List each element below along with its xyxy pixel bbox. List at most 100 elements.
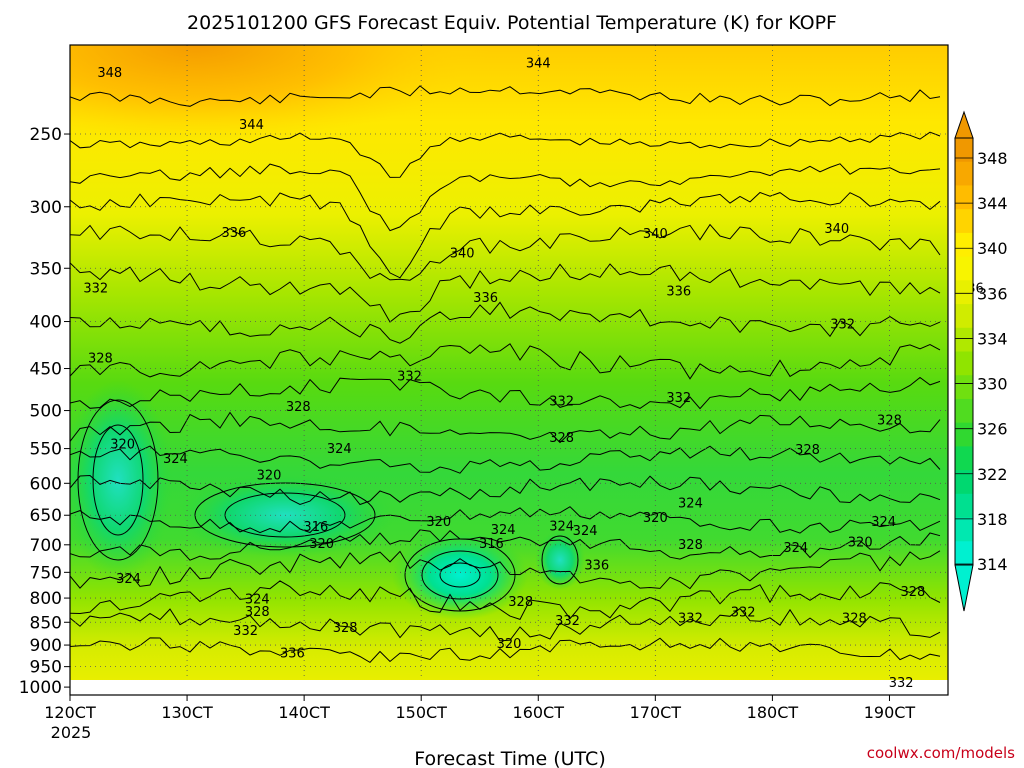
contour-label: 332	[555, 614, 580, 629]
contour-label: 324	[327, 442, 352, 457]
colorbar-label: 322	[977, 465, 1008, 484]
colorbar-bottom-arrow	[954, 564, 974, 612]
colorbar-segment	[955, 422, 973, 447]
colorbar-frame	[954, 137, 974, 566]
contour-label: 332	[731, 606, 756, 621]
credit-text: coolwx.com/models	[867, 744, 1015, 762]
y-tick-label: 700	[30, 536, 62, 556]
colorbar-segment	[955, 493, 973, 519]
contour-line	[70, 411, 941, 444]
colorbar-label: 330	[977, 375, 1008, 394]
contour-label: 324	[573, 524, 598, 539]
contour-label: 332	[678, 611, 703, 626]
x-tick-label: 180CT	[747, 703, 799, 722]
colorbar-segment	[955, 398, 973, 424]
y-tick-label: 250	[30, 125, 62, 145]
contour-label: 328	[508, 595, 533, 610]
colorbar-segment	[955, 304, 973, 329]
contour-label: 320	[110, 438, 135, 453]
contour-line	[70, 131, 941, 178]
contour-label: 332	[889, 676, 914, 691]
colorbar: 348 344 340 336 334 330 326 322 318 314	[954, 110, 1008, 612]
y-tick-label: 950	[30, 658, 62, 678]
contour-label: 348	[97, 66, 122, 81]
contour-label: 328	[333, 621, 358, 636]
contour-label: 336	[666, 285, 691, 300]
colorbar-segment	[955, 446, 973, 471]
contour-label: 328	[842, 611, 867, 626]
y-tick-label: 350	[30, 259, 62, 279]
contour-label: 324	[871, 515, 896, 530]
contour-loop	[421, 550, 499, 600]
colorbar-segment	[955, 351, 973, 376]
x-tick-label: 160CT	[513, 703, 565, 722]
y-axis: 250 300 350 400 450 500 550 600 650 700 750 800 850 9…	[19, 125, 70, 698]
contour-line	[70, 607, 941, 642]
y-tick-label: 900	[30, 636, 62, 656]
contour-label: 336	[221, 226, 246, 241]
y-tick-label: 1000	[19, 678, 62, 698]
contour-label: 332	[83, 281, 108, 296]
contour-label: 320	[426, 515, 451, 530]
colorbar-segment	[955, 185, 973, 210]
contour-label: 340	[643, 227, 668, 242]
colorbar-segment	[955, 541, 973, 566]
contour-label: 332	[666, 391, 691, 406]
contour-loop	[92, 424, 144, 536]
contour-label: 336	[280, 646, 305, 661]
colorbar-label: 318	[977, 510, 1008, 529]
contour-label: 328	[549, 431, 574, 446]
contour-label: 324	[491, 523, 516, 538]
x-axis-sublabel: 2025	[51, 723, 92, 742]
contour-label: 336	[584, 558, 609, 573]
colorbar-segment	[955, 209, 973, 234]
contour-line	[70, 223, 941, 281]
contour-line	[70, 191, 941, 279]
y-tick-label: 550	[30, 440, 62, 460]
colorbar-label: 334	[977, 329, 1008, 348]
contour-label: 316	[303, 520, 328, 535]
contour-label: 328	[88, 352, 113, 367]
contour-label: 324	[245, 593, 270, 608]
contour-line	[70, 376, 941, 410]
x-tick-label: 120CT	[44, 703, 96, 722]
contour-label: 324	[163, 452, 188, 467]
contour-label: 344	[526, 56, 551, 71]
contour-label: 340	[824, 222, 849, 237]
contour-label: 328	[286, 400, 311, 415]
y-tick-label: 600	[30, 474, 62, 494]
contour-line	[70, 474, 941, 506]
colorbar-label: 326	[977, 420, 1008, 439]
x-tick-label: 140CT	[278, 703, 330, 722]
contour-label: 324	[678, 497, 703, 512]
colorbar-segment	[955, 161, 973, 186]
x-tick-label: 190CT	[864, 703, 916, 722]
colorbar-segment	[955, 327, 973, 352]
colorbar-label: 336	[977, 284, 1008, 303]
contour-label: 328	[795, 443, 820, 458]
contour-line	[70, 163, 941, 232]
contour-label: 332	[233, 624, 258, 639]
y-tick-label: 750	[30, 563, 62, 583]
contour-label: 332	[549, 395, 574, 410]
contour-label: 340	[450, 246, 475, 261]
x-axis-label: Forecast Time (UTC)	[414, 748, 605, 768]
contour-label: 328	[877, 414, 902, 429]
contour-labels: 3483443443403403403363363363363323323283…	[83, 56, 983, 691]
ground-strip	[70, 680, 948, 695]
contour-label: 332	[397, 369, 422, 384]
contour-label: 328	[900, 585, 925, 600]
y-tick-label: 650	[30, 506, 62, 526]
contour-label: 336	[473, 291, 498, 306]
contour-line	[70, 529, 941, 561]
contour-label: 320	[848, 536, 873, 551]
contour-loop	[404, 538, 516, 612]
y-tick-label: 500	[30, 402, 62, 422]
contour-loop	[541, 535, 579, 585]
colorbar-label: 340	[977, 239, 1008, 258]
contour-label: 328	[678, 538, 703, 553]
x-tick-label: 150CT	[395, 703, 447, 722]
colorbar-segment	[955, 375, 973, 400]
y-tick-label: 300	[30, 198, 62, 218]
